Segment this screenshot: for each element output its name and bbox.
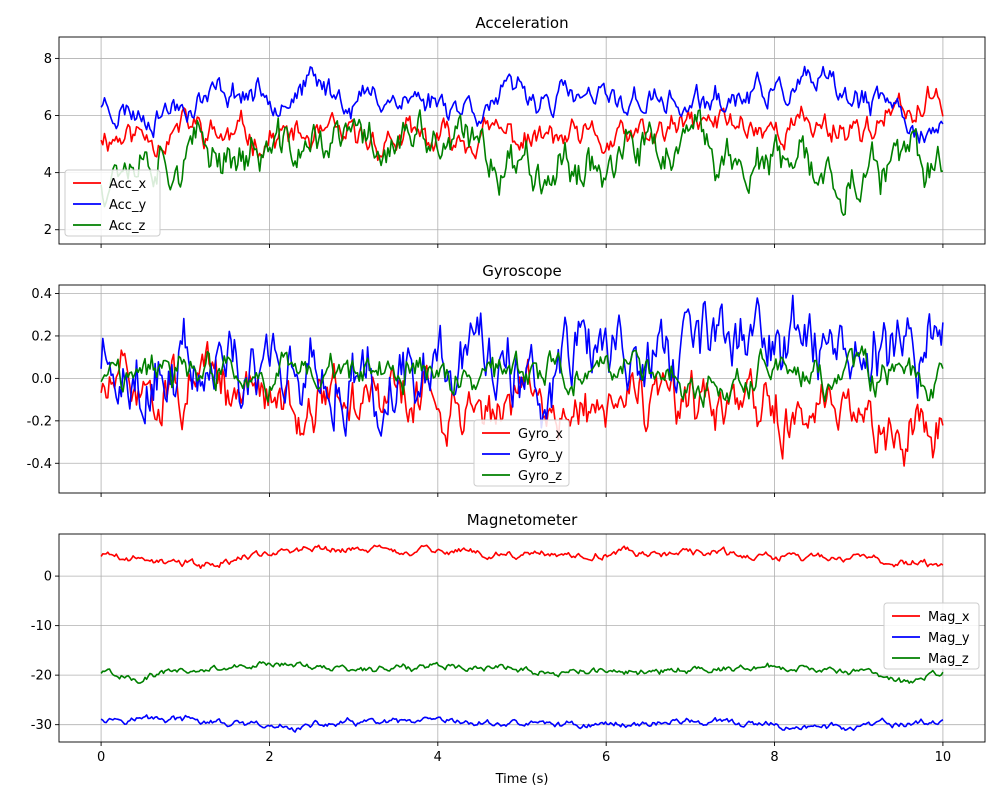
y-tick-label: 8	[44, 52, 52, 67]
x-tick-label: 8	[770, 750, 778, 765]
legend-label-Gyro_z: Gyro_z	[518, 469, 562, 484]
legend-box	[883, 602, 980, 670]
x-tick-label: 6	[602, 750, 610, 765]
series-line-Mag_z	[100, 661, 944, 684]
legend-box	[64, 169, 161, 237]
y-tick-label: 0.0	[31, 372, 52, 387]
y-tick-label: 2	[44, 223, 52, 238]
y-tick-label: 0	[44, 570, 52, 585]
y-tick-label: 0.2	[31, 329, 52, 344]
axes-frame	[58, 533, 986, 743]
y-tick-label: 0.4	[31, 287, 52, 302]
x-axis-label: Time (s)	[495, 772, 549, 787]
legend: Mag_x Mag_y Mag_z	[883, 602, 980, 670]
y-tick-label: -0.2	[27, 414, 52, 429]
legend: Gyro_x Gyro_y Gyro_z	[473, 419, 570, 487]
legend: Acc_x Acc_y Acc_z	[64, 169, 161, 237]
y-tick-label: -10	[31, 619, 52, 634]
legend-label-Acc_y: Acc_y	[109, 198, 146, 213]
legend-box	[473, 419, 570, 487]
chart-title: Gyroscope	[482, 262, 562, 280]
y-tick-label: -20	[31, 669, 52, 684]
x-tick-label: 10	[935, 750, 952, 765]
legend-label-Gyro_y: Gyro_y	[518, 448, 563, 463]
x-tick-label: 2	[265, 750, 273, 765]
chart-title: Acceleration	[475, 14, 568, 32]
legend-label-Acc_z: Acc_z	[109, 219, 145, 234]
series-line-Mag_x	[100, 544, 944, 569]
legend-label-Acc_x: Acc_x	[109, 177, 146, 192]
series-line-Mag_y	[100, 714, 944, 733]
y-tick-label: -30	[31, 718, 52, 733]
chart-title: Magnetometer	[467, 511, 578, 529]
x-tick-label: 4	[434, 750, 442, 765]
series-line-Acc_z	[100, 109, 943, 216]
x-tick-label: 0	[97, 750, 105, 765]
legend-label-Mag_z: Mag_z	[928, 652, 969, 667]
panel-1: -0.4-0.20.00.20.4GyroscopeGyro_xGyro_yGy…	[27, 262, 986, 497]
y-tick-label: 6	[44, 109, 52, 124]
panel-2: 0 2 4 6 8 10 -30 -20 -10 0 Magnetometer Time (s) Mag…	[31, 511, 986, 787]
y-tick-label: 4	[44, 166, 52, 181]
legend-label-Mag_y: Mag_y	[928, 631, 970, 646]
series-line-Gyro_y	[100, 294, 944, 437]
y-tick-label: -0.4	[27, 457, 52, 472]
series-line-Gyro_z	[100, 345, 944, 408]
series-line-Acc_x	[100, 85, 944, 162]
legend-label-Mag_x: Mag_x	[928, 610, 970, 625]
series-line-Acc_y	[100, 65, 944, 144]
axes-frame	[58, 284, 986, 494]
axes-frame	[58, 36, 986, 245]
legend-label-Gyro_x: Gyro_x	[518, 427, 563, 442]
panel-0: 2 4 6 8 Acceleration Acc_x Acc_y Acc_z	[44, 14, 986, 248]
